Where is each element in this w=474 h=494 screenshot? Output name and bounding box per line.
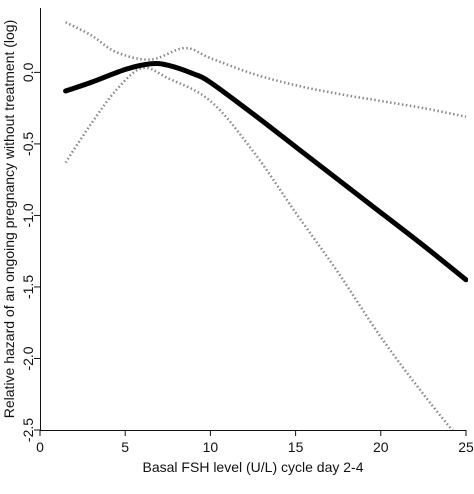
x-axis-title: Basal FSH level (U/L) cycle day 2-4 [143,459,364,475]
upper-ci-line [65,21,467,118]
lower-ci-line [64,66,454,430]
x-tick-label: 20 [373,439,389,455]
y-tick-label: 0.0 [20,62,36,82]
y-tick-label: -2.0 [20,346,36,370]
x-tick-label: 5 [121,439,129,455]
y-tick-label: -0.5 [20,132,36,156]
y-axis-title: Relative hazard of an ongoing pregnancy … [1,20,17,418]
x-tick-label: 10 [203,439,219,455]
y-tick-label: -2.5 [20,418,36,442]
y-tick-label: -1.0 [20,203,36,227]
x-tick-label: 15 [288,439,304,455]
y-tick-label: -1.5 [20,275,36,299]
x-tick-label: 25 [458,439,474,455]
x-axis-ticks: 0 5 10 15 20 25 [36,430,474,455]
estimate-line [63,60,468,283]
series-layer [63,21,468,430]
x-tick-label: 0 [36,439,44,455]
y-axis-ticks: 0.0 -0.5 -1.0 -1.5 -2.0 -2.5 [20,62,40,442]
